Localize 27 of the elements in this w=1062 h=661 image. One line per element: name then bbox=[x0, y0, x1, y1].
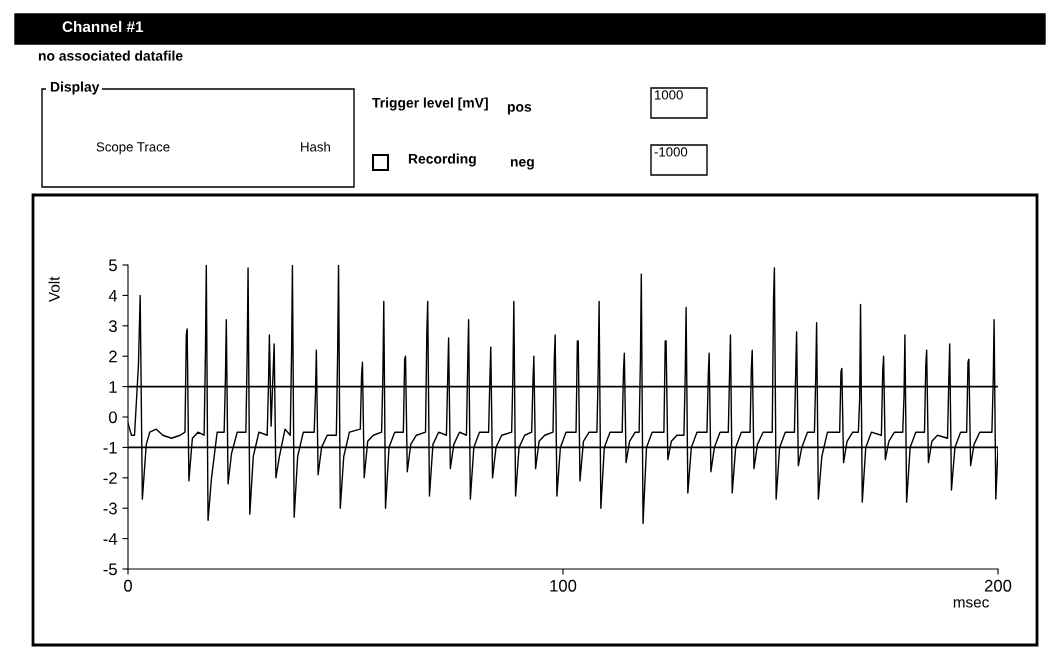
text: 1000 bbox=[655, 90, 683, 100]
text: neg bbox=[510, 159, 534, 170]
y-tick-label: -4 bbox=[103, 533, 118, 545]
text: Display bbox=[50, 81, 100, 95]
text: Trigger level [mV] bbox=[372, 97, 488, 111]
text: no associated datafile bbox=[38, 50, 183, 61]
y-tick-label: 5 bbox=[108, 259, 117, 272]
y-tick-label: 1 bbox=[109, 381, 117, 393]
y-tick-label: -2 bbox=[103, 472, 117, 484]
y-tick-label: -1 bbox=[103, 441, 117, 454]
y-tick-label: 3 bbox=[108, 320, 117, 332]
text: Scope Trace bbox=[96, 142, 170, 155]
y-tick-label: 0 bbox=[108, 411, 117, 424]
y-tick-label: 4 bbox=[108, 289, 118, 302]
y-tick-label: -5 bbox=[103, 563, 117, 576]
x-tick-label: 200 bbox=[984, 579, 1012, 592]
y-tick-label: 2 bbox=[109, 350, 117, 363]
x-axis-title: msec bbox=[953, 599, 989, 608]
x-tick-label: 100 bbox=[550, 579, 577, 592]
text: -1000 bbox=[654, 147, 688, 157]
y-tick-label: -3 bbox=[103, 502, 117, 515]
chart-title: Channel #1 bbox=[62, 20, 144, 33]
text: Hash bbox=[301, 141, 330, 152]
text: Recording bbox=[408, 153, 476, 167]
y-axis-title: Volt bbox=[48, 276, 60, 302]
x-tick-label: 0 bbox=[124, 579, 132, 592]
text: pos bbox=[507, 104, 532, 115]
